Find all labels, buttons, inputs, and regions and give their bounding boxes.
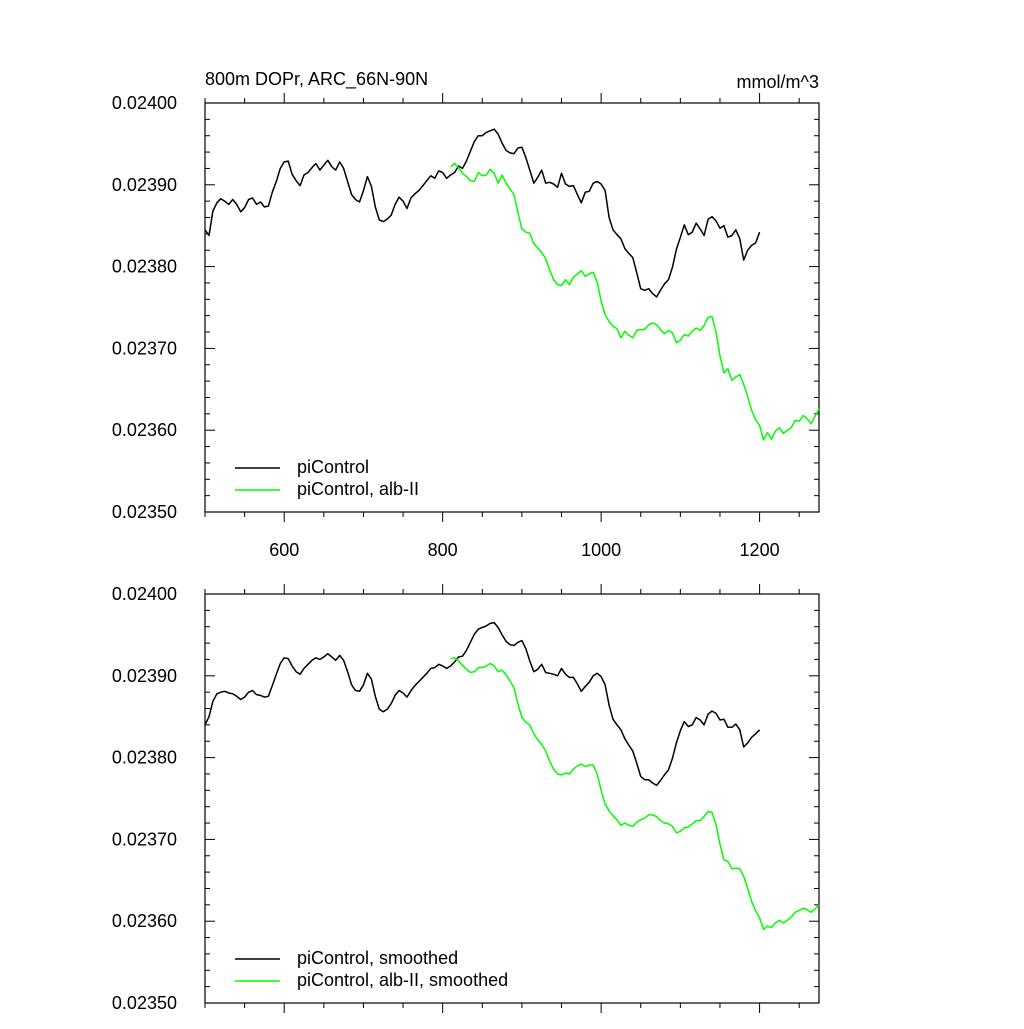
units-label: mmol/m^3 [737,72,819,92]
x-tick-label: 1200 [740,540,780,560]
x-tick-label: 1000 [581,540,621,560]
x-tick-label: 600 [269,540,299,560]
y-tick-label: 0.02360 [112,420,177,440]
y-tick-label: 0.02350 [112,993,177,1013]
y-tick-label: 0.02390 [112,175,177,195]
y-tick-label: 0.02400 [112,93,177,113]
series-line-1 [204,128,761,298]
y-tick-label: 0.02400 [112,584,177,604]
y-tick-label: 0.02390 [112,666,177,686]
series-line-2 [450,162,820,441]
legend-label: piControl, smoothed [297,948,458,968]
y-tick-label: 0.02350 [112,502,177,522]
y-tick-label: 0.02380 [112,257,177,277]
plot-frame [204,593,820,1004]
y-tick-label: 0.02370 [112,338,177,358]
x-tick-label: 800 [428,540,458,560]
chart-panel-1: 0.02350 0.02360 0.02370 0.02380 0.02390 0.024… [112,69,820,560]
plot-frame [204,102,820,513]
legend-label: piControl [297,457,369,477]
y-tick-label: 0.02370 [112,829,177,849]
chart-panel-2: 0.02350 0.02360 0.02370 0.02380 0.02390 0.024… [112,584,820,1013]
y-tick-label: 0.02360 [112,911,177,931]
y-tick-label: 0.02380 [112,748,177,768]
series-line-1 [204,621,761,787]
series-line-2 [450,657,820,931]
legend-label: piControl, alb-II, smoothed [297,970,508,990]
legend-label: piControl, alb-II [297,479,419,499]
chart-title: 800m DOPr, ARC_66N-90N [205,69,428,90]
